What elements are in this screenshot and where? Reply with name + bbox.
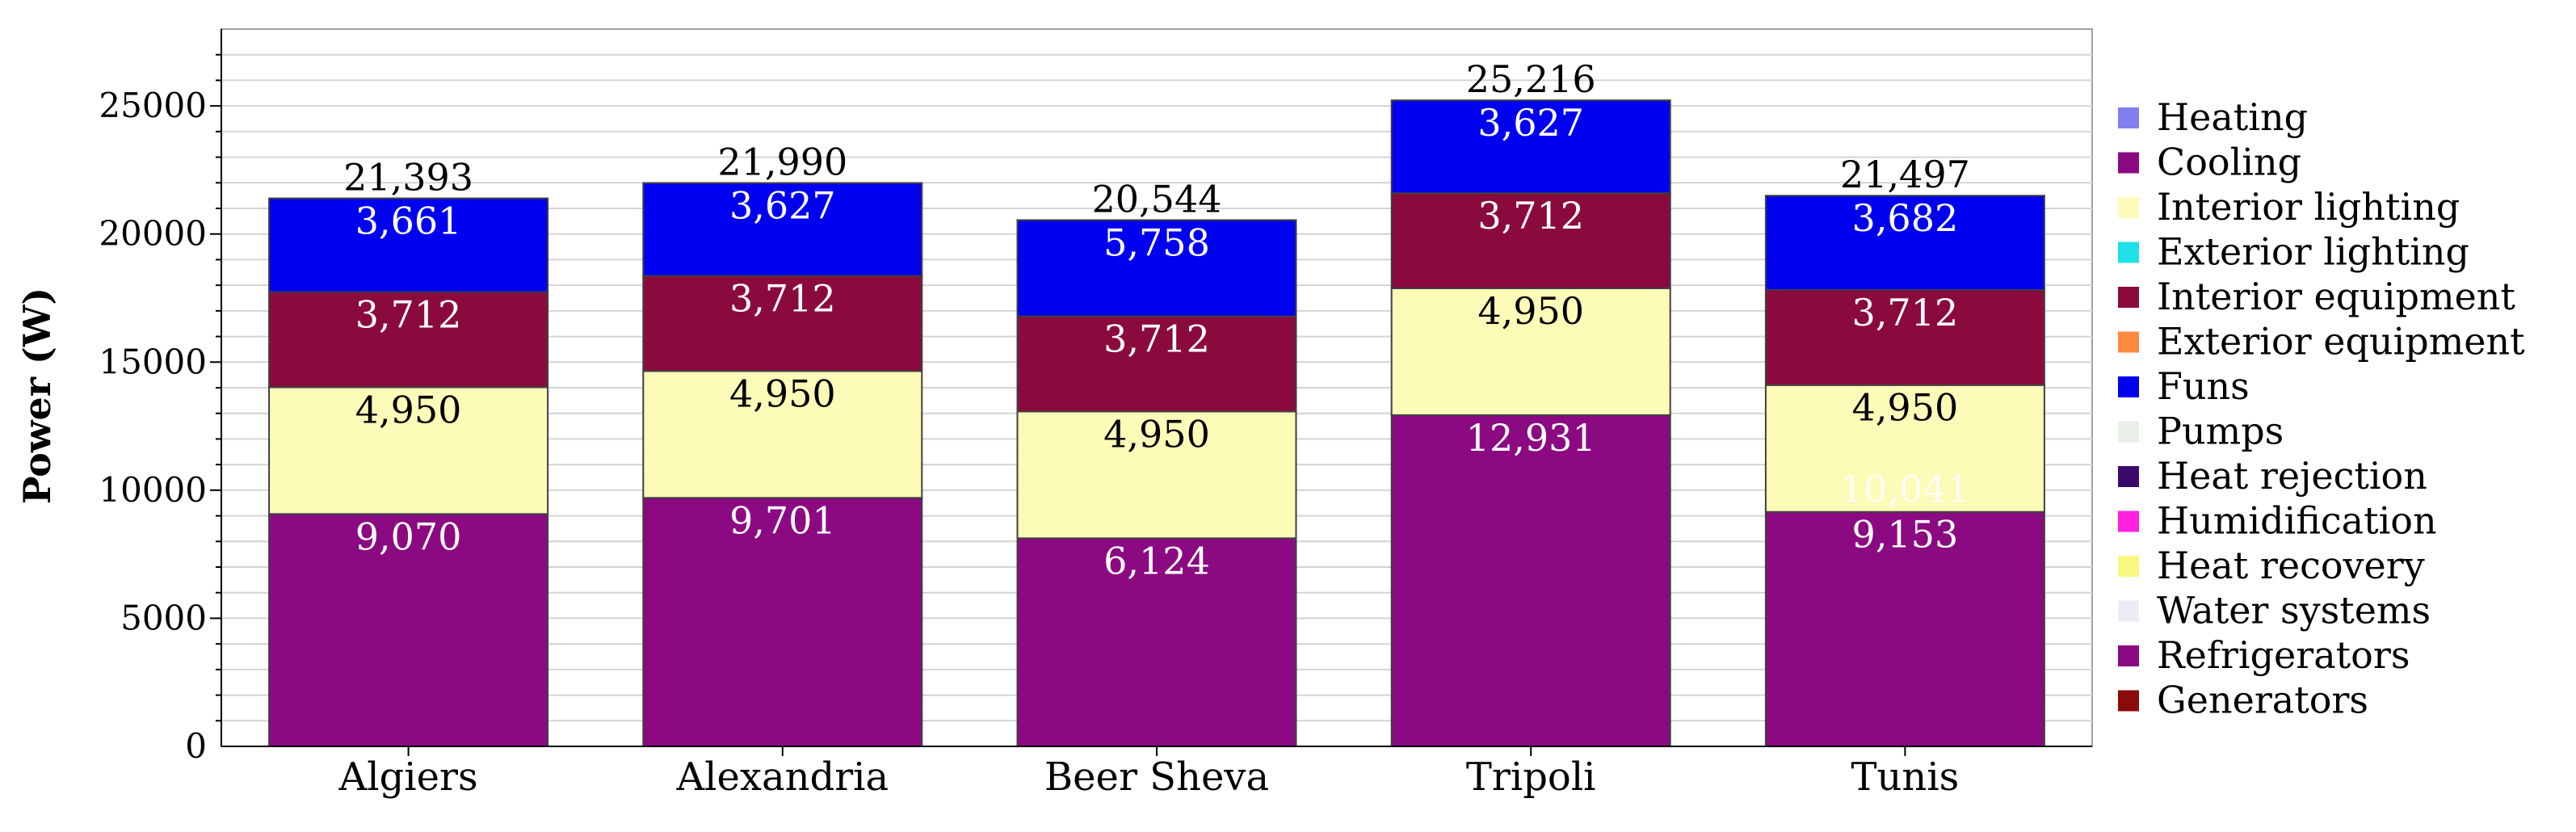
- bar-segment: [268, 513, 549, 747]
- bars: [268, 99, 2045, 748]
- bar-segment: [1764, 511, 2045, 747]
- segment-label: 9,701: [729, 498, 836, 542]
- legend-label: Humidification: [2157, 499, 2437, 543]
- segment-label: 3,712: [1477, 194, 1584, 237]
- legend-label: Interior lighting: [2157, 185, 2460, 229]
- legend-label: Water systems: [2157, 589, 2431, 632]
- y-tick-label: 10000: [99, 470, 207, 510]
- legend-label: Generators: [2157, 679, 2368, 722]
- segment-label: 4,950: [355, 388, 462, 431]
- bar-segment: [1390, 287, 1671, 416]
- bar-segment: [268, 291, 549, 389]
- total-label: 21,990: [717, 141, 847, 184]
- legend-swatch: [2118, 331, 2139, 353]
- bar-segment: [1390, 414, 1671, 748]
- legend-swatch: [2118, 690, 2139, 712]
- legend-label: Cooling: [2157, 141, 2301, 184]
- x-tick-label: Algiers: [338, 754, 478, 800]
- y-tick-label: 5000: [120, 598, 207, 637]
- legend-swatch: [2118, 556, 2139, 577]
- total-label: 25,216: [1466, 57, 1596, 101]
- total-label: 21,393: [343, 156, 473, 200]
- segment-label: 4,950: [1477, 289, 1584, 333]
- legend-swatch: [2118, 107, 2139, 128]
- legend-swatch: [2118, 376, 2139, 397]
- segment-label: 9,153: [1852, 513, 1959, 557]
- legend-swatch: [2118, 511, 2139, 532]
- legend-label: Funs: [2157, 364, 2250, 408]
- bar-segment: [1016, 315, 1297, 413]
- legend-label: Exterior equipment: [2157, 320, 2525, 363]
- legend-swatch: [2118, 466, 2139, 487]
- bar-segment: [1016, 410, 1297, 540]
- segment-label: 5,758: [1103, 221, 1210, 264]
- segment-label: 3,712: [1103, 317, 1210, 361]
- total-label: 20,544: [1092, 177, 1222, 221]
- x-tick-label: Tripoli: [1466, 754, 1596, 800]
- axes: 0 5000 10000 15000 20000 25000 Algiers Alexandr…: [99, 29, 2092, 800]
- bar-segment: [1390, 99, 1671, 195]
- legend-swatch: [2118, 645, 2139, 666]
- legend-swatch: [2118, 600, 2139, 622]
- legend-label: Exterior lighting: [2157, 230, 2469, 274]
- legend-swatch: [2118, 421, 2139, 443]
- segment-label: 3,712: [355, 293, 462, 337]
- legend-swatch: [2118, 197, 2139, 218]
- bar-segment: [642, 370, 923, 499]
- x-tick-label: Beer Sheva: [1044, 754, 1269, 800]
- y-tick-label: 20000: [99, 214, 207, 254]
- segment-label: 3,712: [1852, 291, 1959, 334]
- legend-swatch: [2118, 287, 2139, 308]
- bar-segment: [1390, 192, 1671, 289]
- bar-segment: [642, 275, 923, 372]
- segment-label: 4,950: [1852, 386, 1959, 430]
- legend-label: Heating: [2157, 95, 2308, 139]
- segment-label: 3,682: [1852, 196, 1959, 240]
- segment-label: 4,950: [729, 372, 836, 415]
- segment-label: 9,070: [355, 515, 462, 558]
- y-tick-label: 25000: [99, 86, 207, 125]
- bar-segment: [642, 182, 923, 277]
- bar-segment: [268, 386, 549, 515]
- x-tick-label: Tunis: [1851, 754, 1959, 800]
- bar-segment: [642, 497, 923, 747]
- legend-label: Interior equipment: [2157, 275, 2515, 318]
- total-label: 21,497: [1840, 153, 1970, 196]
- segment-label: 4,950: [1103, 412, 1210, 456]
- legend-label: Heat rejection: [2157, 454, 2427, 498]
- x-tick-label: Alexandria: [675, 754, 889, 800]
- bar-segment: [1016, 219, 1297, 317]
- bar-segment: [1764, 289, 2045, 386]
- y-axis-title: Power (W): [15, 288, 59, 504]
- legend-swatch: [2118, 152, 2139, 174]
- bar-segment: [1764, 195, 2045, 292]
- legend-label: Pumps: [2157, 410, 2284, 453]
- segment-label: 6,124: [1103, 539, 1210, 582]
- bar-segment: [1764, 384, 2045, 513]
- y-tick-label: 0: [185, 726, 207, 766]
- segment-label: 12,931: [1466, 416, 1596, 460]
- legend-label: Heat recovery: [2157, 544, 2425, 587]
- segment-label: 3,661: [355, 200, 462, 243]
- annotation-label: 10,041: [1840, 468, 1970, 511]
- legend-label: Refrigerators: [2157, 633, 2410, 677]
- y-tick-label: 15000: [99, 342, 207, 381]
- segment-label: 3,627: [1477, 101, 1584, 145]
- segment-label: 3,627: [729, 184, 836, 228]
- segment-label: 3,712: [729, 277, 836, 321]
- legend-swatch: [2118, 242, 2139, 263]
- bar-segment: [268, 197, 549, 293]
